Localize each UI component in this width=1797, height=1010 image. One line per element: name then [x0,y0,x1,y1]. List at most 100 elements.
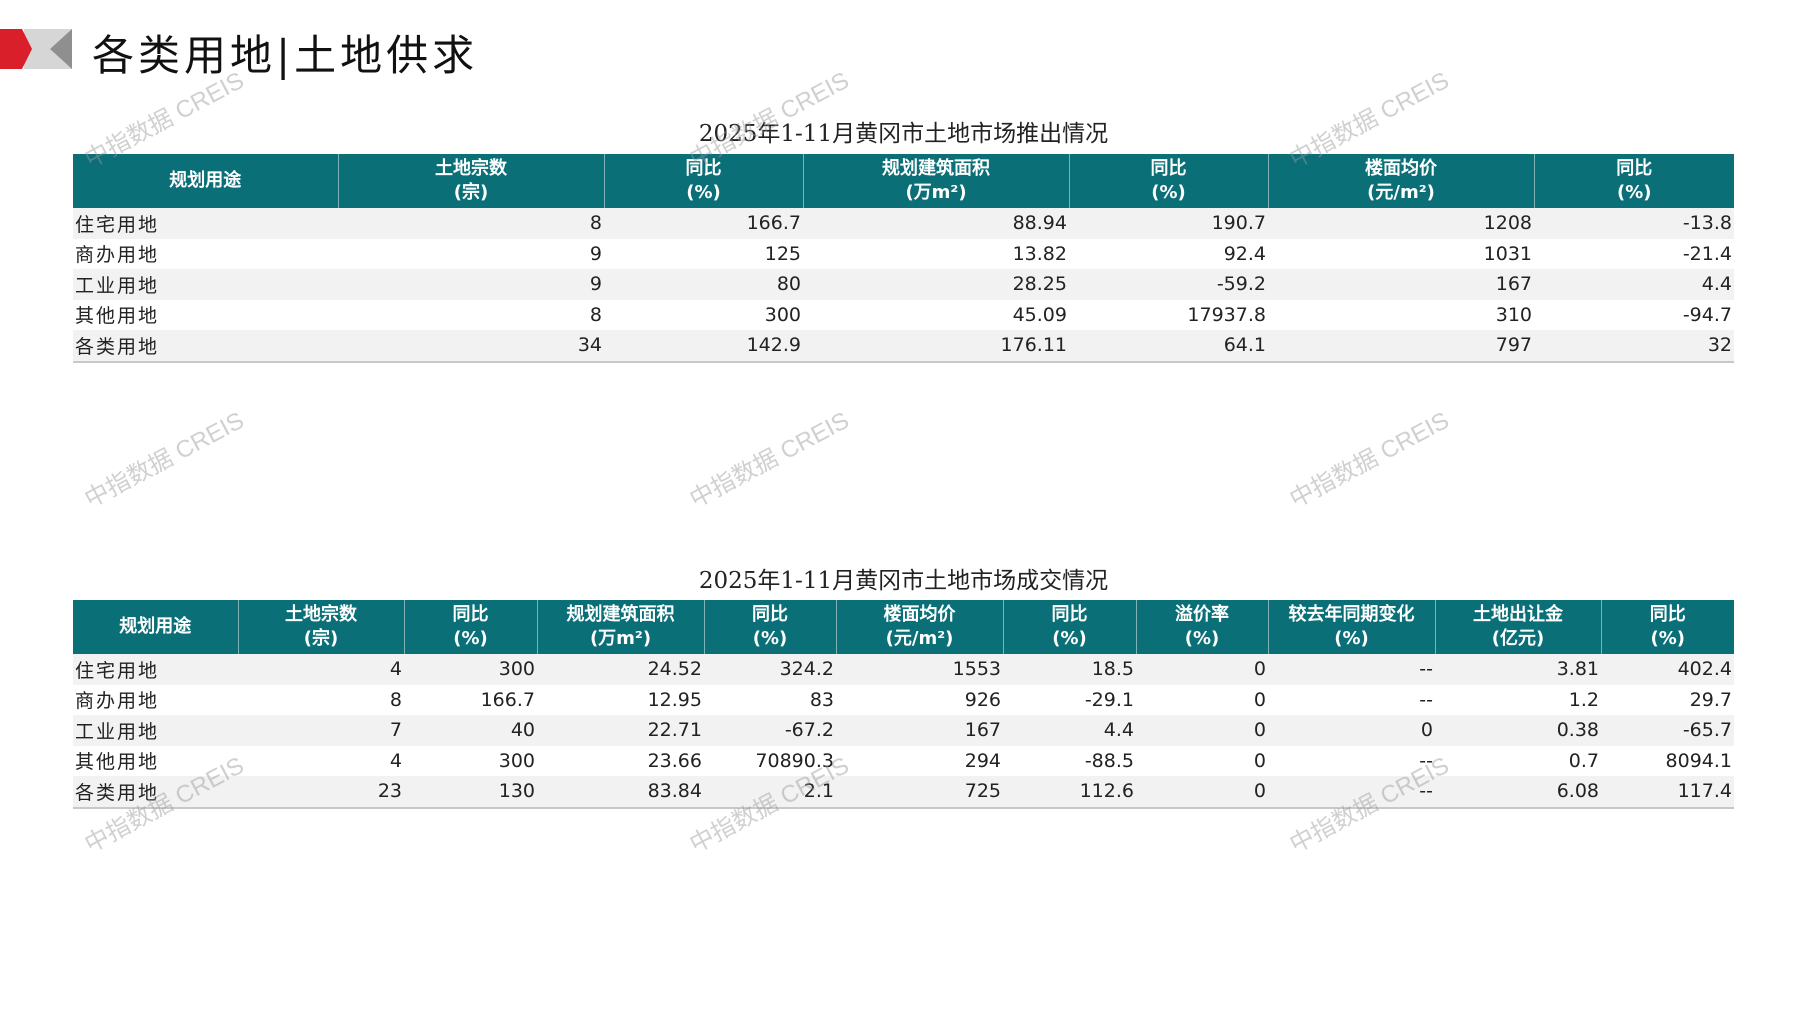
table-cell: 167 [1268,269,1534,300]
brand-logo [0,29,72,69]
table-cell: 18.5 [1003,654,1136,685]
column-header: 同比 (%) [1533,154,1734,208]
table-cell: -67.2 [704,715,836,746]
table-row: 住宅用地 4 300 24.52 324.2 1553 18.5 0 -- 3.81 402.4 [73,654,1734,685]
column-header: 土地宗数 (宗) [237,600,404,654]
table-cell: 88.94 [803,208,1069,239]
column-header-line: (宗) [303,628,339,649]
row-label: 各类用地 [73,776,238,809]
table-cell: 0 [1268,715,1435,746]
table-row: 工业用地 9 80 28.25 -59.2 167 4.4 [73,269,1734,300]
table-cell: 22.71 [537,715,704,746]
table-cell: 300 [498,749,535,772]
table-cell: -21.4 [1682,242,1732,265]
table-cell: 7 [238,715,404,746]
table-cell: 1031 [1483,242,1532,265]
table-cell: 28.25 [803,269,1069,300]
column-header: 同比 (%) [403,600,537,654]
column-header: 同比 (%) [603,154,803,208]
column-header-line: 溢价率 [1175,604,1229,625]
table-cell: 176.11 [803,330,1069,363]
column-header: 楼面均价 (元/m²) [1267,154,1534,208]
table-cell: 64.1 [1069,330,1268,363]
column-header-line: 规划用途 [169,170,242,191]
column-header-line: (%) [1650,628,1686,649]
column-header-line: 规划建筑面积 [882,158,990,179]
table-cell: 24.52 [537,654,704,685]
column-header: 规划用途 [73,154,338,208]
table-cell: -- [1419,688,1433,711]
column-header-line: (亿元) [1491,628,1545,649]
table-cell: 300 [404,654,537,685]
table-cell: 0 [1136,776,1268,809]
table-row: 工业用地 7 40 22.71 -67.2 167 4.4 0 0 0.38 -65.7 [73,715,1734,746]
column-header-line: 规划用途 [119,616,192,637]
table-cell: 70890.3 [755,749,834,772]
column-header-line: (%) [1617,182,1652,203]
table-row: 商办用地 9 125 13.82 92.4 1031 -21.4 [73,239,1734,270]
row-label: 商办用地 [75,690,160,713]
table-cell: 8 [338,208,604,239]
column-header-line: 较去年同期变化 [1288,604,1415,625]
column-header-line: (%) [1052,628,1087,649]
column-header: 同比 (%) [1068,154,1268,208]
table-cell: 92.4 [1223,242,1266,265]
column-header: 同比 (%) [703,600,836,654]
table-cell: 83 [809,688,834,711]
table-cell: 6.08 [1435,776,1601,809]
column-header-line: (万m²) [905,182,967,203]
table-cell: 402.4 [1601,654,1734,685]
row-label: 住宅用地 [73,208,338,239]
table-cell: 0.7 [1568,749,1599,772]
table-cell: 4.4 [1003,715,1136,746]
column-header-line: 同比 [685,158,722,179]
column-header: 楼面均价 (元/m²) [835,600,1003,654]
table-cell: 0 [1253,749,1266,772]
table-cell: 29.7 [1689,688,1732,711]
table-cell: 8 [389,688,402,711]
table-cell: -65.7 [1601,715,1734,746]
column-header-line: 同比 [1649,604,1686,625]
table-cell: 797 [1268,330,1534,363]
column-header-line: (%) [752,628,788,649]
column-header-line: (%) [1151,182,1186,203]
column-header-line: (元/m²) [885,628,954,649]
table-cell: 1208 [1268,208,1534,239]
table-cell: 0 [1136,654,1268,685]
table-row: 各类用地 23 130 83.84 2.1 725 112.6 0 -- 6.08 117.4 [73,776,1734,809]
table-cell: 8094.1 [1665,749,1732,772]
column-header: 同比 (%) [1600,600,1734,654]
watermark: 中指数据 CREIS [1285,406,1454,514]
column-header-line: (%) [1334,628,1369,649]
column-header-line: 规划建筑面积 [566,604,675,625]
table-cell: 13.82 [1012,242,1067,265]
table-cell: -- [1268,776,1435,809]
table-cell: 1.2 [1568,688,1599,711]
column-header-line: 楼面均价 [883,604,956,625]
table-cell: 0.38 [1435,715,1601,746]
table-cell: 0 [1136,715,1268,746]
table-cell: 125 [764,242,801,265]
table-cell: 23.66 [647,749,702,772]
table-cell: 9 [338,269,604,300]
table-row: 商办用地 8 166.7 12.95 83 926 -29.1 0 -- 1.2 29.7 [73,685,1734,716]
column-header: 较去年同期变化 (%) [1267,600,1435,654]
table-cell: 130 [404,776,537,809]
column-header: 规划建筑面积 (万m²) [802,154,1069,208]
column-header: 溢价率 (%) [1135,600,1268,654]
table-cell: 4.4 [1534,269,1734,300]
table-row: 其他用地 4 300 23.66 70890.3 294 -88.5 0 -- 0.7 8094.1 [73,746,1734,777]
column-header-line: 土地出让金 [1473,604,1563,625]
column-header: 规划建筑面积 (万m²) [536,600,704,654]
table-cell: -- [1419,749,1433,772]
table-cell: 23 [238,776,404,809]
deals-table: 规划用途 土地宗数 (宗) 同比 (%) 规划建筑面积 (万m²) 同比 (%) 楼面均价 (元/m… [73,600,1734,809]
table-cell: -- [1268,654,1435,685]
page-title: 各类用地|土地供求 [92,31,479,80]
table-cell: -13.8 [1534,208,1734,239]
column-header-line: (万m²) [589,628,652,649]
table-cell: 324.2 [704,654,836,685]
table-cell: 725 [836,776,1003,809]
table-cell: 17937.8 [1187,303,1266,326]
table-cell: 34 [338,330,604,363]
